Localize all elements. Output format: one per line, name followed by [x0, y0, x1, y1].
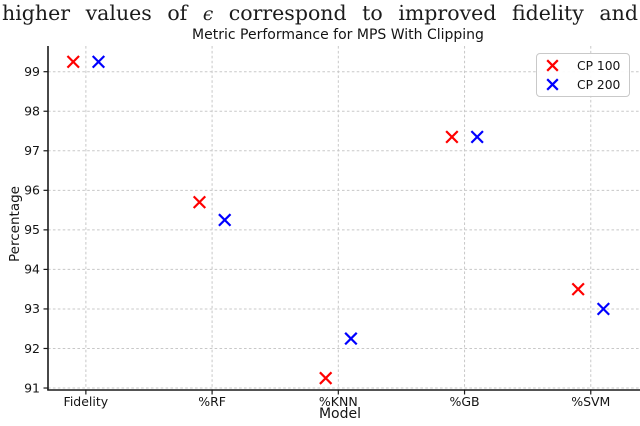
marker-cp-100-svm — [571, 282, 585, 296]
headline-word: correspond — [228, 1, 347, 25]
marker-cp-200-knn — [344, 332, 358, 346]
legend-item-cp-200: CP 200 — [537, 75, 629, 94]
x-marker-icon — [546, 78, 559, 91]
x-tick-label: %RF — [198, 394, 226, 409]
legend-box: CP 100 CP 200 — [536, 53, 630, 97]
y-tick-label: 95 — [24, 222, 40, 237]
y-tick-label: 96 — [24, 183, 40, 198]
headline-word: to — [362, 1, 383, 25]
marker-cp-100-gb — [445, 130, 459, 144]
marker-cp-100-knn — [319, 371, 333, 385]
legend-item-cp-100: CP 100 — [537, 56, 629, 75]
headline-word: fidelity — [511, 1, 584, 25]
chart-title: Metric Performance for MPS With Clipping — [192, 27, 484, 43]
x-tick-label: %KNN — [319, 394, 358, 409]
y-tick-label: 98 — [24, 104, 40, 119]
y-axis-label: Percentage — [7, 186, 23, 262]
legend-label: CP 100 — [577, 58, 621, 73]
x-marker-icon — [546, 59, 559, 72]
headline-word: higher — [2, 1, 71, 25]
y-tick-label: 97 — [24, 143, 40, 158]
paper-text-line: higher values of ϵ correspond to improved fidel… — [0, 1, 640, 25]
headline-word: and — [599, 1, 638, 25]
x-tick-label: %GB — [449, 394, 479, 409]
x-axis-label: Model — [318, 406, 362, 422]
y-tick-label: 91 — [24, 380, 40, 395]
y-tick-label: 94 — [24, 262, 40, 277]
marker-cp-200-svm — [596, 302, 610, 316]
headline-word: values — [85, 1, 152, 25]
marker-cp-200-gb — [470, 130, 484, 144]
epsilon-symbol: ϵ — [202, 4, 214, 25]
marker-cp-200-rf — [218, 213, 232, 227]
y-tick-label: 93 — [24, 301, 40, 316]
headline-word: of — [167, 1, 188, 25]
x-tick-label: %SVM — [571, 394, 610, 409]
y-tick-label: 99 — [24, 64, 40, 79]
marker-cp-100-rf — [192, 195, 207, 209]
y-tick-label: 92 — [24, 341, 40, 356]
marker-cp-100-fidelity — [66, 55, 80, 69]
marker-cp-200-fidelity — [91, 55, 106, 69]
x-tick-label: Fidelity — [64, 394, 109, 409]
headline-word: improved — [398, 1, 497, 25]
legend-label: CP 200 — [577, 77, 621, 92]
